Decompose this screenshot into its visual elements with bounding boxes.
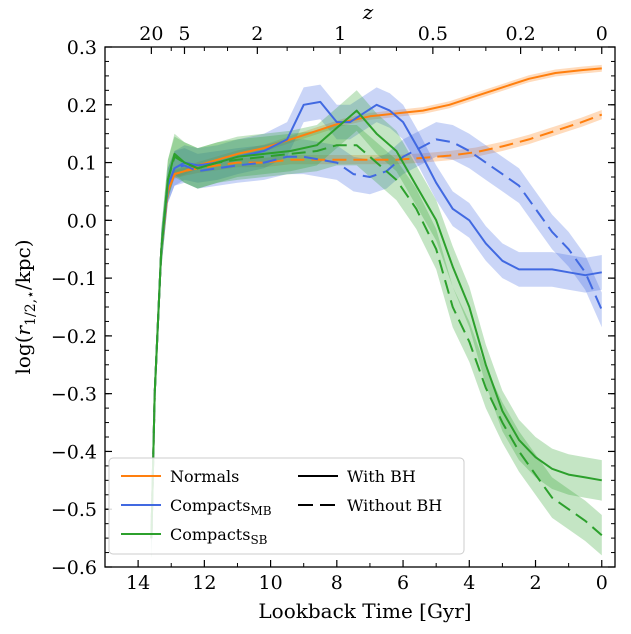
y-label-part-2: r [11, 324, 35, 335]
top-tick-label-20: 20 [139, 23, 163, 45]
y-tick-label-3: −0.3 [51, 384, 97, 406]
legend-label-compacts-sb-main: Compacts [170, 525, 250, 544]
line-compacts-sb-without-bh [150, 144, 603, 539]
legend-label-compacts-sb-sub: SB [250, 533, 267, 547]
x-tick-label-0: 0 [596, 572, 608, 594]
top-axis-label: z [362, 0, 374, 24]
x-tick-label-14: 14 [126, 572, 150, 594]
y-tick-label-6: 0.0 [67, 210, 97, 232]
x-tick-label-10: 10 [258, 572, 282, 594]
legend-label-without-bh: Without BH [347, 496, 442, 515]
legend-box [108, 457, 465, 555]
series-lines [150, 67, 603, 539]
top-tick-label-2: 2 [251, 23, 263, 45]
line-compacts-sb-with-bh [150, 109, 602, 539]
legend-label-compacts-mb: CompactsMB [170, 496, 272, 518]
top-tick-label-0: 0 [596, 23, 608, 45]
legend: Normals CompactsMB CompactsSB With BH Wi… [108, 457, 465, 555]
y-label-part-3: 1/2,⋆ [23, 290, 39, 326]
axis-ticks [104, 46, 615, 568]
legend-label-compacts-mb-main: Compacts [170, 496, 250, 515]
y-tick-label-2: −0.4 [51, 441, 97, 463]
y-tick-label-0: −0.6 [51, 557, 97, 579]
legend-label-normals: Normals [170, 467, 239, 486]
y-tick-label-9: 0.3 [67, 37, 97, 59]
y-tick-label-1: −0.5 [51, 499, 97, 521]
top-tick-label-5: 5 [178, 23, 190, 45]
tick-labels: 14 12 10 8 6 4 2 0−0.6−0.5−0.4−0.3−0.2−0.10.00.… [51, 23, 608, 594]
legend-label-compacts-mb-sub: MB [250, 504, 271, 518]
x-axis-label: Lookback Time [Gyr] [258, 599, 471, 623]
y-label-part-1: log( [11, 335, 35, 374]
top-tick-label-0-5: 0.5 [418, 23, 448, 45]
top-tick-label-1: 1 [334, 23, 346, 45]
legend-label-with-bh: With BH [347, 467, 416, 486]
x-tick-label-8: 8 [331, 572, 343, 594]
line-compacts-mb-without-bh [150, 138, 603, 539]
y-tick-label-8: 0.2 [67, 95, 97, 117]
x-tick-label-4: 4 [463, 572, 475, 594]
x-tick-label-2: 2 [529, 572, 541, 594]
plot-area [150, 64, 603, 559]
x-tick-label-6: 6 [397, 572, 409, 594]
x-tick-label-12: 12 [192, 572, 216, 594]
y-tick-label-4: −0.2 [51, 326, 97, 348]
y-tick-label-7: 0.1 [67, 153, 97, 175]
legend-label-compacts-sb: CompactsSB [170, 525, 268, 547]
y-label-part-4: /kpc) [11, 239, 35, 290]
top-tick-label-0-2: 0.2 [506, 23, 536, 45]
y-tick-label-5: −0.1 [51, 268, 97, 290]
y-axis-label: log(r1/2,⋆/kpc) [11, 239, 39, 374]
